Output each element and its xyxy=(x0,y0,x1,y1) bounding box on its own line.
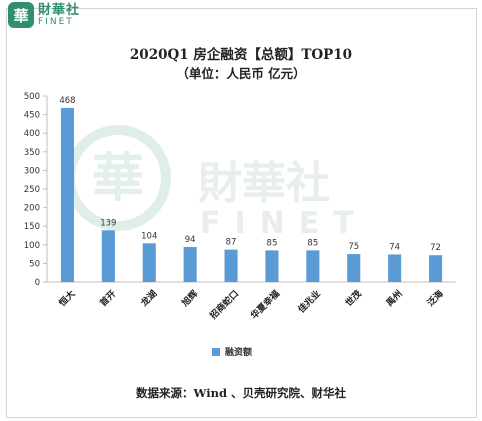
x-tick-label: 龙湖 xyxy=(137,288,159,310)
data-label: 75 xyxy=(348,242,359,252)
legend-swatch xyxy=(212,347,220,356)
bar xyxy=(183,247,197,282)
y-tick-label: 200 xyxy=(24,204,40,214)
watermark: 華 財華社 FINET xyxy=(65,125,368,241)
bar xyxy=(142,243,156,282)
y-tick-label: 300 xyxy=(24,166,40,176)
bar xyxy=(347,254,361,282)
x-tick-label: 佳兆业 xyxy=(295,288,323,316)
data-label: 87 xyxy=(226,238,237,248)
bar xyxy=(429,255,443,282)
y-tick-label: 150 xyxy=(24,222,40,232)
data-label: 72 xyxy=(430,243,441,253)
x-tick-label: 泛海 xyxy=(424,288,445,309)
y-tick-label: 350 xyxy=(24,148,40,158)
y-tick-label: 50 xyxy=(29,259,40,269)
logo-name-cn: 財華社 xyxy=(38,2,81,18)
x-tick-label: 招商蛇口 xyxy=(207,288,241,322)
legend: 融资额 xyxy=(212,345,252,358)
source-note: 数据来源：Wind 、贝壳研究院、财华社 xyxy=(136,386,346,400)
chart-subtitle: （单位：人民币 亿元） xyxy=(176,66,306,81)
data-label: 85 xyxy=(307,238,318,248)
x-tick-label: 世茂 xyxy=(343,288,364,309)
x-tick-label: 旭辉 xyxy=(178,288,200,310)
bar xyxy=(224,249,238,282)
x-tick-label: 禹州 xyxy=(384,288,405,309)
watermark-name-en: FINET xyxy=(200,206,368,241)
y-tick-label: 0 xyxy=(35,278,40,288)
logo-text: 財華社 FINET xyxy=(38,4,80,27)
watermark-mark: 華 xyxy=(92,149,144,209)
bar xyxy=(101,230,115,282)
logo-name-en: FINET xyxy=(38,16,74,27)
bars xyxy=(60,107,443,283)
x-tick-label: 首开 xyxy=(97,288,118,309)
logo-mark-icon: 華 xyxy=(8,2,34,28)
data-label: 139 xyxy=(100,218,116,228)
y-tick-label: 250 xyxy=(24,185,40,195)
bar xyxy=(388,254,402,282)
chart-title: 2020Q1 房企融资【总额】TOP10 xyxy=(129,47,353,63)
legend-label: 融资额 xyxy=(225,348,253,358)
data-label: 94 xyxy=(185,235,196,245)
y-tick-label: 400 xyxy=(24,129,40,139)
x-tick-label: 华夏幸福 xyxy=(248,288,282,322)
axes: 0 50 100 150 200 250 300 350 400 450 500 xyxy=(24,92,456,288)
bar xyxy=(265,250,279,282)
data-label: 74 xyxy=(389,242,400,252)
y-tick-label: 500 xyxy=(24,92,40,102)
data-label: 104 xyxy=(141,231,157,241)
x-tick-label: 恒大 xyxy=(56,288,77,309)
data-label: 468 xyxy=(59,96,75,106)
bar xyxy=(306,250,320,282)
watermark-name-cn: 財華社 xyxy=(198,158,330,209)
finet-logo: 華 財華社 FINET xyxy=(8,2,80,28)
bar xyxy=(60,107,74,283)
y-tick-label: 100 xyxy=(24,241,40,251)
data-label: 85 xyxy=(267,238,278,248)
y-tick-label: 450 xyxy=(24,111,40,121)
